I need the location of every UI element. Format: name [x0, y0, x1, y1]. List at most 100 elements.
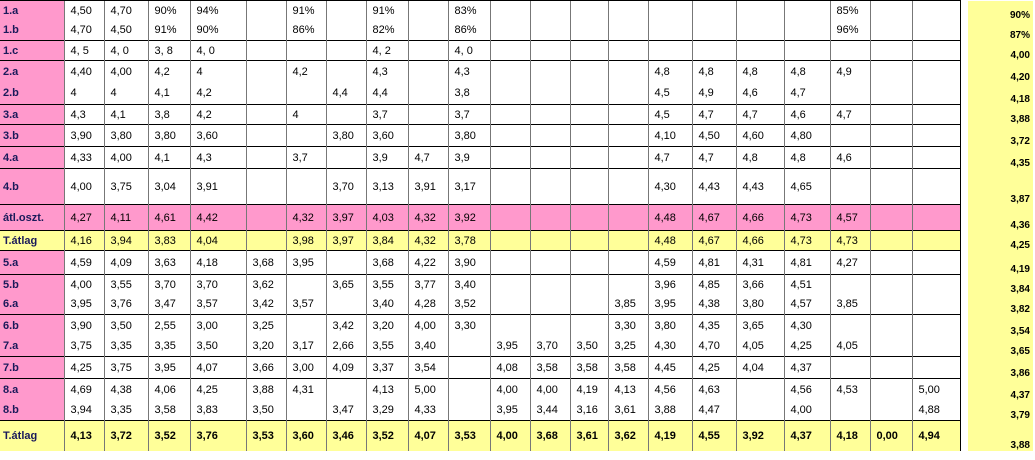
spacer — [959, 124, 968, 147]
cell: 4,85 — [691, 274, 736, 295]
cell: 0,00 — [869, 420, 912, 451]
cell: 4,48 — [647, 230, 692, 251]
cell: 4,70 — [63, 20, 104, 41]
cell: 3,04 — [147, 168, 190, 205]
cell — [647, 0, 692, 21]
cell — [911, 356, 960, 379]
cell — [647, 40, 692, 61]
cell: 4,25 — [691, 356, 736, 379]
cell — [285, 314, 326, 337]
table-row: T.átlag 4,13 3,72 3,52 3,76 3,53 3,60 3,46 3,52 4… — [0, 420, 1033, 451]
row-label: 7.b — [0, 356, 64, 379]
table-row: 1.b 4,70 4,50 91% 90% 86% 82% 86% 96% 87% — [0, 20, 1033, 41]
cell — [829, 314, 870, 337]
cell: 3,84 — [365, 230, 408, 251]
spacer — [959, 40, 968, 61]
cell — [869, 356, 912, 379]
cell: 3,55 — [365, 274, 408, 295]
cell: 4,28 — [407, 294, 448, 315]
cell — [869, 146, 912, 169]
cell: 3,35 — [147, 336, 190, 357]
cell — [489, 294, 530, 315]
cell: 3,44 — [529, 400, 570, 421]
row-total: 4,35 — [968, 146, 1033, 169]
cell: 3,50 — [103, 314, 148, 337]
cell: 82% — [365, 20, 408, 41]
cell: 3,37 — [365, 356, 408, 379]
cell — [569, 168, 608, 205]
cell: 4,6 — [735, 82, 784, 105]
cell — [407, 20, 448, 41]
cell: 3,61 — [607, 400, 648, 421]
cell — [911, 204, 960, 231]
cell: 3,88 — [647, 400, 692, 421]
cell: 4,00 — [103, 60, 148, 83]
cell: 3,58 — [529, 356, 570, 379]
cell: 4,4 — [325, 82, 366, 105]
cell — [911, 82, 960, 105]
cell: 3,7 — [447, 104, 490, 125]
spacer — [959, 378, 968, 401]
cell: 4,19 — [647, 420, 692, 451]
cell — [735, 400, 784, 421]
cell: 4,2 — [147, 60, 190, 83]
row-label: 6.a — [0, 294, 64, 315]
row-total: 4,20 — [968, 60, 1033, 83]
spacer — [959, 146, 968, 169]
table-row: 1.c 4, 5 4, 0 3, 8 4, 0 4, 2 4, 0 4,00 — [0, 40, 1033, 61]
cell — [285, 82, 326, 105]
cell — [529, 230, 570, 251]
cell: 4,70 — [691, 336, 736, 357]
cell: 3,42 — [245, 294, 286, 315]
spacer — [959, 400, 968, 421]
cell: 4,9 — [691, 82, 736, 105]
cell: 4,6 — [829, 146, 870, 169]
cell: 96% — [829, 20, 870, 41]
cell — [529, 0, 570, 21]
cell — [407, 60, 448, 83]
cell: 4,37 — [783, 420, 830, 451]
cell — [869, 124, 912, 147]
cell: 4,18 — [829, 420, 870, 451]
spacer — [959, 230, 968, 251]
row-total: 87% — [968, 20, 1033, 41]
cell: 3,53 — [447, 420, 490, 451]
spacer — [959, 420, 968, 451]
cell: 4,61 — [147, 204, 190, 231]
cell: 3,75 — [103, 168, 148, 205]
cell — [325, 294, 366, 315]
cell — [529, 82, 570, 105]
cell: 4,80 — [783, 124, 830, 147]
cell: 4,5 — [647, 82, 692, 105]
cell: 3,80 — [147, 124, 190, 147]
cell — [447, 336, 490, 357]
cell: 4,66 — [735, 204, 784, 231]
cell — [829, 124, 870, 147]
cell: 3,25 — [607, 336, 648, 357]
cell: 4,3 — [447, 60, 490, 83]
cell: 4,25 — [783, 336, 830, 357]
row-total: 3,72 — [968, 124, 1033, 147]
cell: 4,30 — [783, 314, 830, 337]
cell: 3,80 — [325, 124, 366, 147]
cell — [285, 40, 326, 61]
cell — [529, 60, 570, 83]
cell — [829, 400, 870, 421]
cell: 90% — [147, 0, 190, 21]
cell: 4,7 — [647, 146, 692, 169]
row-total: 4,00 — [968, 40, 1033, 61]
cell: 3,9 — [365, 146, 408, 169]
cell: 3,80 — [447, 124, 490, 147]
cell — [529, 274, 570, 295]
cell — [911, 146, 960, 169]
cell: 4,43 — [691, 168, 736, 205]
table-row: 8.a 4,69 4,38 4,06 4,25 3,88 4,31 4,13 5,00 4,00 4… — [0, 378, 1033, 401]
cell: 4,19 — [569, 378, 608, 401]
cell — [829, 274, 870, 295]
row-total: 4,36 — [968, 204, 1033, 231]
cell: 3,75 — [63, 336, 104, 357]
cell — [245, 0, 286, 21]
cell: 4,56 — [647, 378, 692, 401]
row-total: 3,87 — [968, 168, 1033, 205]
row-total: 3,84 — [968, 274, 1033, 295]
